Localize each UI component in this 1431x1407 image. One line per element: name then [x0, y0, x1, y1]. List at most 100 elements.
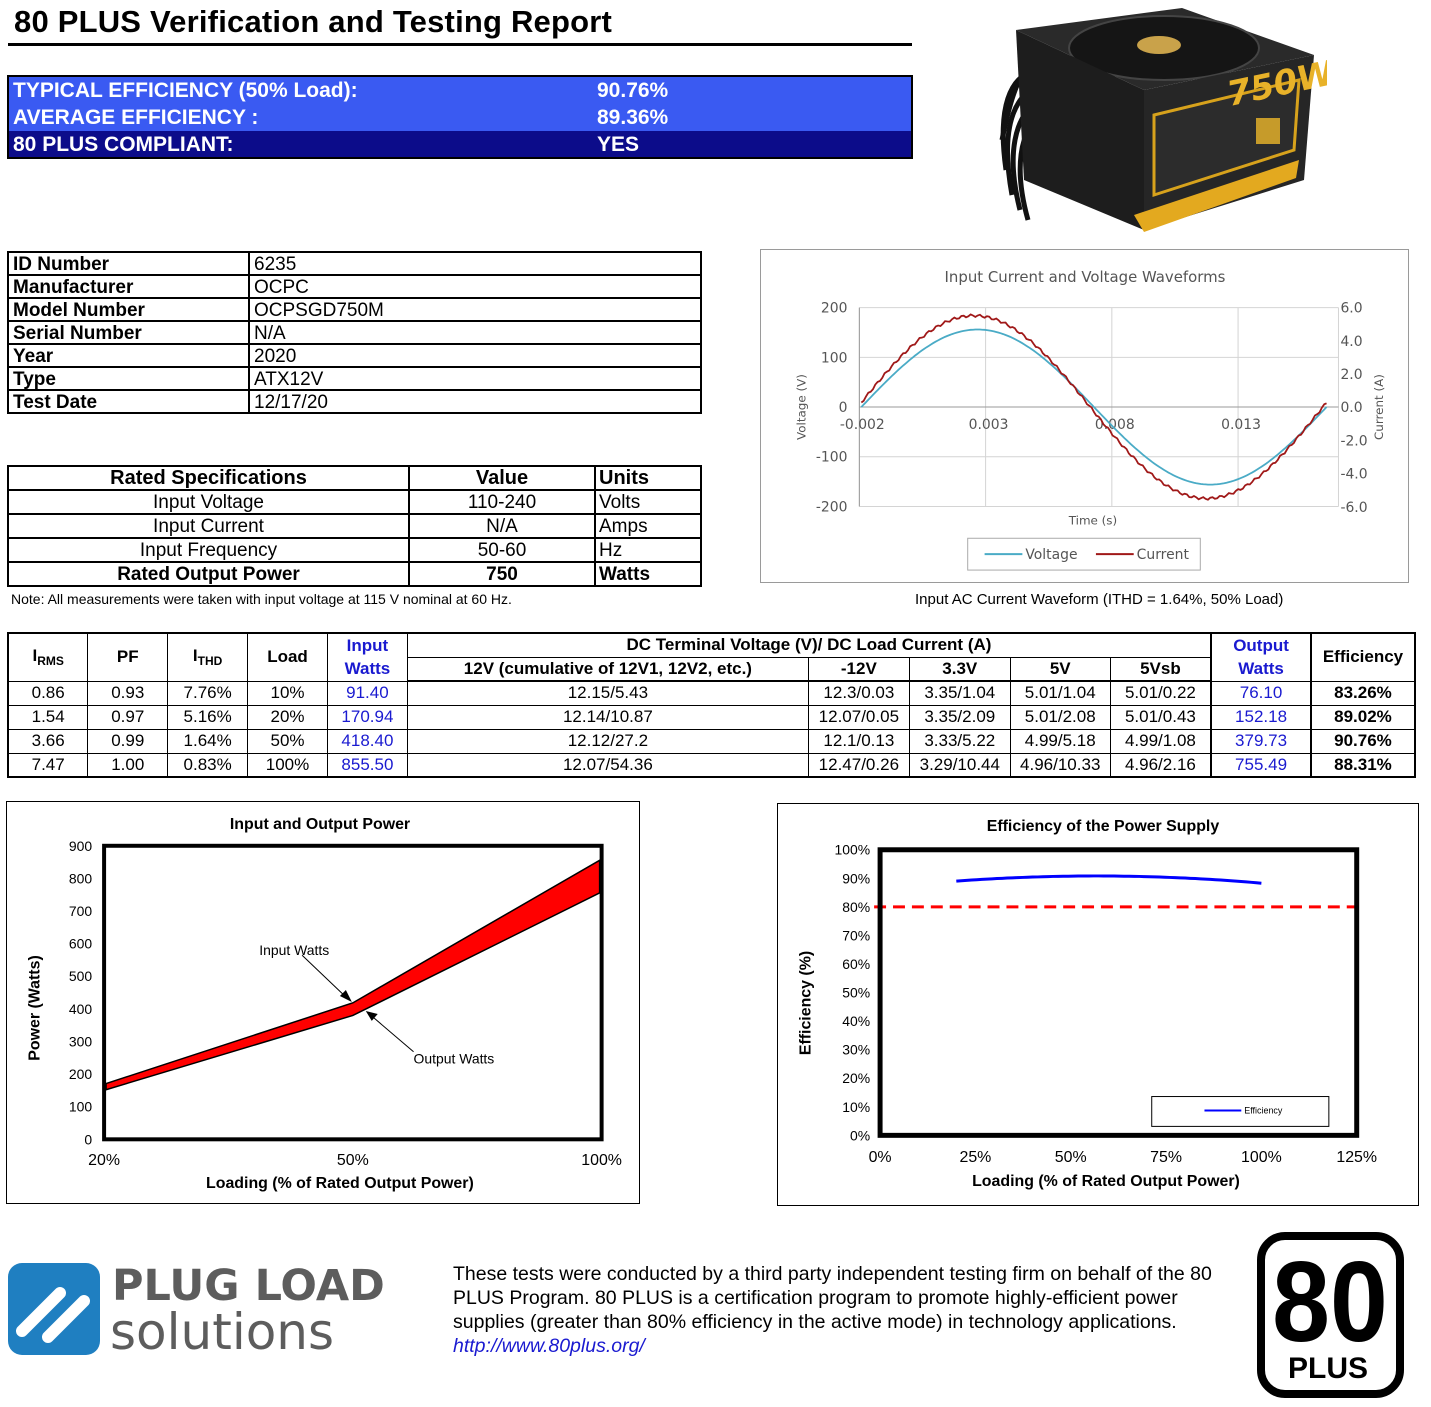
waveform-y-right-tick: 2.0	[1340, 367, 1362, 383]
cell-efficiency: 90.76%	[1309, 728, 1416, 754]
waveform-caption: Input AC Current Waveform (ITHD = 1.64%,…	[915, 591, 1284, 608]
waveform-y-left-tick: 200	[821, 301, 848, 317]
cell-neg12v: 12.07/0.05	[807, 704, 910, 730]
cell-12v: 12.14/10.87	[406, 704, 809, 730]
waveform-x-tick: 0.008	[1095, 417, 1135, 433]
table-row: 3.66 0.99 1.64% 50% 418.40 12.12/27.2 12.1/0.1…	[7, 728, 1416, 754]
title-divider	[8, 43, 912, 46]
eff-y-tick: 30%	[842, 1042, 870, 1058]
cell-input-watts: 418.40	[326, 728, 408, 754]
cell-input-watts: 170.94	[326, 704, 408, 730]
table-row: 7.47 1.00 0.83% 100% 855.50 12.07/54.36 12.47/…	[7, 752, 1416, 778]
cell-12v: 12.15/5.43	[406, 680, 809, 706]
eff-y-tick: 40%	[842, 1013, 870, 1029]
badge-number: 80	[1272, 1238, 1388, 1366]
waveform-x-tick: 0.013	[1221, 417, 1261, 433]
efficiency-chart: Efficiency of the Power Supply 0% 10% 20% 3…	[777, 803, 1419, 1206]
waveform-y-right-tick: -6.0	[1340, 500, 1367, 516]
eff-legend: Efficiency	[1151, 1096, 1330, 1127]
cell-neg12v: 12.47/0.26	[807, 752, 910, 778]
cell-5vsb: 5.01/0.43	[1109, 704, 1212, 730]
col-output-watts: Output Watts	[1210, 632, 1312, 682]
io-plot-frame	[102, 843, 604, 1142]
page-title: 80 PLUS Verification and Testing Report	[14, 4, 613, 39]
footer-url-link[interactable]: http://www.80plus.org/	[453, 1335, 645, 1357]
io-x-tick: 20%	[88, 1152, 120, 1169]
compliant-value: YES	[597, 133, 640, 156]
waveform-x-tick: 0.003	[969, 417, 1009, 433]
spec-unit: Hz	[594, 537, 702, 563]
cell-3v3: 3.29/10.44	[908, 752, 1011, 778]
output-watts-arrow	[372, 1016, 414, 1053]
cell-irms: 7.47	[7, 752, 89, 778]
eff-y-tick: 0%	[850, 1127, 870, 1143]
id-value: N/A	[248, 320, 702, 345]
spec-name: Input Voltage	[7, 489, 410, 515]
input-watts-arrow	[301, 954, 347, 998]
typical-efficiency-label: TYPICAL EFFICIENCY (50% Load):	[13, 79, 358, 102]
cell-efficiency: 89.02%	[1309, 704, 1416, 730]
io-y-tick: 900	[69, 838, 92, 854]
cell-3v3: 3.35/1.04	[908, 680, 1011, 706]
id-row: ID Number 6235	[7, 251, 702, 276]
id-value: 12/17/20	[248, 389, 702, 414]
cell-5v: 4.96/10.33	[1009, 752, 1111, 778]
col-pf: PF	[87, 632, 169, 682]
cell-input-watts: 91.40	[326, 680, 408, 706]
cell-ithd: 1.64%	[167, 728, 249, 754]
eff-y-tick: 50%	[842, 985, 870, 1001]
id-row: Test Date 12/17/20	[7, 389, 702, 414]
eff-x-tick: 125%	[1336, 1149, 1377, 1166]
eff-y-tick: 20%	[842, 1070, 870, 1086]
eff-ylabel: Efficiency (%)	[797, 951, 814, 1055]
eff-y-tick: 70%	[842, 927, 870, 943]
spec-header-value: Value	[408, 465, 596, 491]
id-value: 6235	[248, 251, 702, 276]
eff-y-tick: 80%	[842, 899, 870, 915]
id-row: Model Number OCPSGD750M	[7, 297, 702, 322]
cell-pf: 0.99	[87, 728, 169, 754]
spec-unit: Volts	[594, 489, 702, 515]
cell-ithd: 5.16%	[167, 704, 249, 730]
plug-logo-line1: PLUG LOAD	[112, 1261, 385, 1311]
legend-current-label: Current	[1137, 547, 1190, 563]
cell-output-watts: 755.49	[1210, 752, 1312, 778]
col-input-watts: Input Watts	[326, 632, 408, 682]
80-plus-logo: 80 PLUS	[1257, 1232, 1404, 1398]
summary-panel: TYPICAL EFFICIENCY (50% Load): 90.76% AV…	[7, 75, 913, 159]
cell-5v: 5.01/1.04	[1009, 680, 1111, 706]
typical-efficiency-value: 90.76%	[597, 79, 669, 102]
cell-load: 10%	[247, 680, 328, 706]
cell-12v: 12.12/27.2	[406, 728, 809, 754]
waveform-y-right-tick: -2.0	[1340, 433, 1367, 449]
cell-pf: 1.00	[87, 752, 169, 778]
col-3v3: 3.3V	[908, 656, 1011, 682]
spec-value: 750	[408, 561, 596, 587]
cell-irms: 1.54	[7, 704, 89, 730]
col-irms: IRMS	[7, 632, 89, 682]
id-value: 2020	[248, 343, 702, 368]
eff-chart-title: Efficiency of the Power Supply	[987, 818, 1220, 835]
io-y-tick: 0	[84, 1131, 92, 1147]
io-y-tick: 700	[69, 903, 92, 919]
id-row: Serial Number N/A	[7, 320, 702, 345]
cell-5v: 5.01/2.08	[1009, 704, 1111, 730]
io-y-tick: 300	[69, 1033, 92, 1049]
cell-irms: 3.66	[7, 728, 89, 754]
spec-name: Input Frequency	[7, 537, 410, 563]
io-xlabel: Loading (% of Rated Output Power)	[206, 1175, 474, 1192]
eff-y-tick: 100%	[835, 842, 871, 858]
eff-y-tick: 90%	[842, 870, 870, 886]
badge-word: PLUS	[1288, 1352, 1368, 1385]
id-key: Type	[7, 366, 250, 391]
cell-neg12v: 12.1/0.13	[807, 728, 910, 754]
eff-x-tick: 25%	[959, 1149, 991, 1166]
waveform-y-left-tick: -100	[816, 450, 848, 466]
waveform-x-tick: -0.002	[840, 417, 885, 433]
cell-load: 100%	[247, 752, 328, 778]
spec-row: Input Voltage 110-240 Volts	[7, 489, 702, 515]
id-key: Year	[7, 343, 250, 368]
col-5v: 5V	[1009, 656, 1111, 682]
cell-output-watts: 76.10	[1210, 680, 1312, 706]
cell-pf: 0.93	[87, 680, 169, 706]
